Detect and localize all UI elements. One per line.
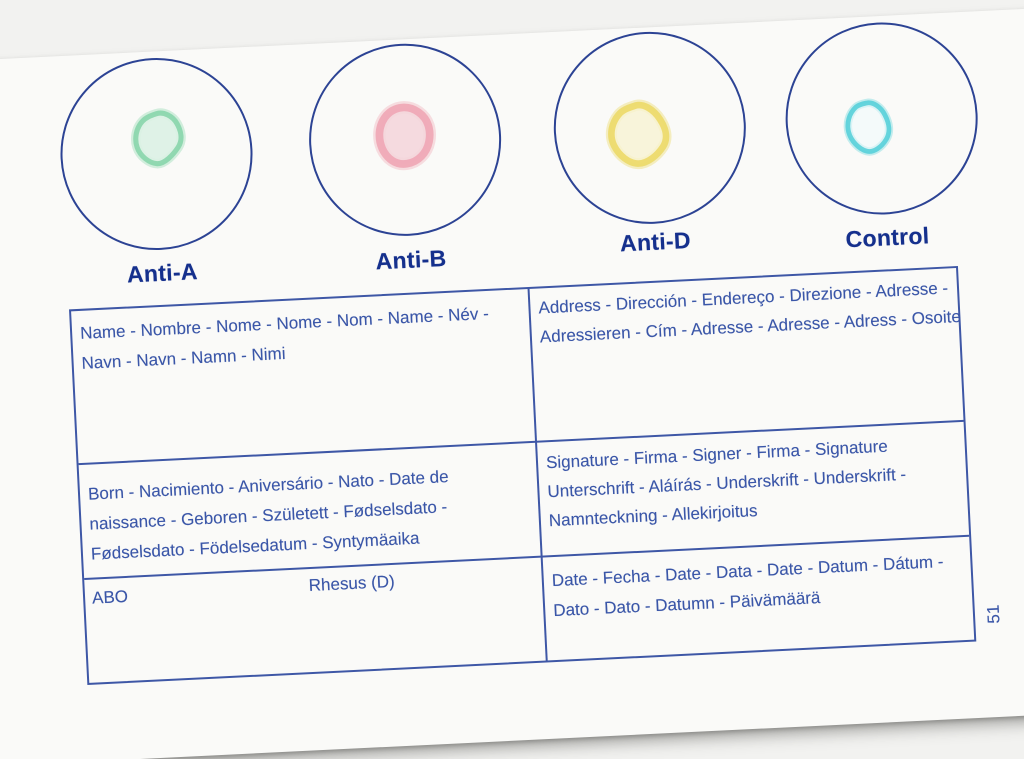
well-label-control: Control	[844, 222, 930, 253]
abo-label: ABO	[91, 586, 129, 608]
well-label-anti-d: Anti-D	[619, 226, 692, 257]
name-field-cell: Name - Nombre - Nome - Nome - Nom - Name…	[71, 289, 535, 463]
well-label-anti-b: Anti-B	[374, 244, 447, 275]
card-side-number: 51	[983, 604, 1004, 625]
well-label-anti-a: Anti-A	[126, 258, 199, 288]
rhesus-d-label: Rhesus (D)	[308, 571, 396, 596]
form-table: Name - Nombre - Nome - Nome - Nom - Name…	[69, 265, 977, 685]
signature-field-cell: Signature - Firma - Signer - Firma - Sig…	[537, 422, 971, 556]
address-field-cell: Address - Dirección - Endereço - Direzio…	[530, 268, 966, 441]
anti-d-reaction-spot-icon	[605, 99, 672, 170]
control-reaction-spot-icon	[843, 98, 894, 156]
abo-rhesus-result-cell: ABO Rhesus (D)	[84, 558, 546, 685]
date-field-cell: Date - Fecha - Date - Data - Date - Datu…	[543, 537, 977, 663]
anti-a-reaction-spot-icon	[131, 108, 186, 169]
card-content: Anti-A Anti-B Anti-D Control Name - Nomb…	[24, 16, 1024, 743]
anti-b-reaction-spot-icon	[373, 101, 436, 171]
born-field-cell: Born - Nacimiento - Aniversário - Nato -…	[79, 443, 541, 578]
